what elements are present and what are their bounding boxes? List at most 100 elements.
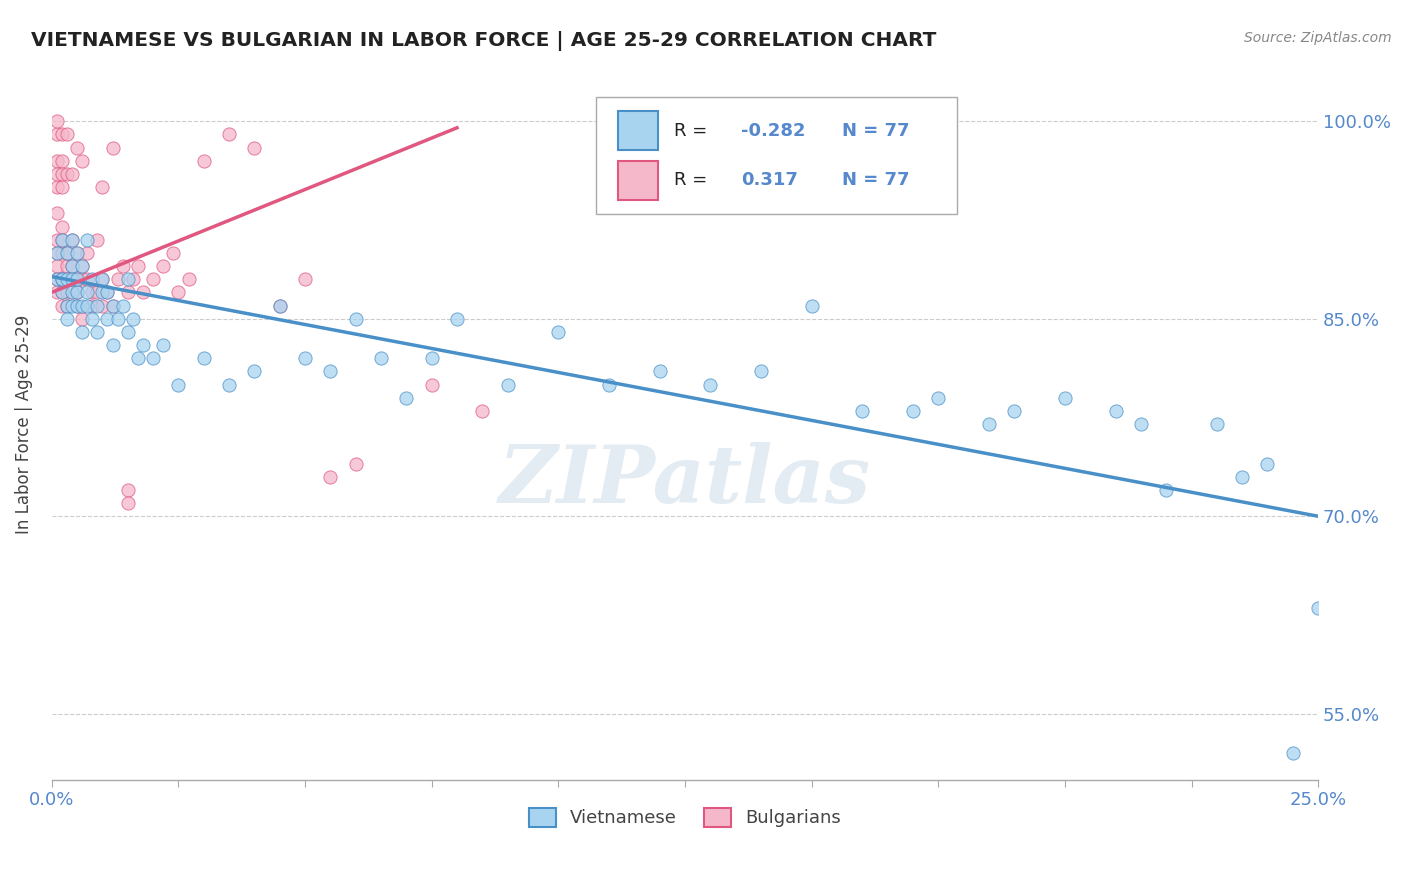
Point [66, 272, 89, 286]
Point [66, 285, 89, 300]
Point [319, 364, 342, 378]
Point [82, 285, 104, 300]
Point [45, 259, 67, 273]
Point [117, 496, 139, 510]
Legend: Vietnamese, Bulgarians: Vietnamese, Bulgarians [522, 801, 849, 835]
Point [167, 285, 190, 300]
Point [446, 311, 468, 326]
Point [70, 153, 93, 168]
Point [86, 233, 108, 247]
Point [51, 285, 73, 300]
Point [107, 311, 129, 326]
Point [1308, 601, 1330, 615]
Point [193, 351, 215, 366]
Point [51, 180, 73, 194]
Point [1129, 417, 1152, 431]
Point [66, 272, 89, 286]
Point [749, 364, 772, 378]
Point [82, 272, 104, 286]
Point [66, 285, 89, 300]
Point [370, 351, 392, 366]
Point [152, 259, 174, 273]
Point [420, 351, 443, 366]
Point [243, 364, 266, 378]
Point [66, 140, 89, 154]
Point [60, 167, 83, 181]
Point [51, 233, 73, 247]
Point [70, 259, 93, 273]
Point [800, 299, 823, 313]
Point [45, 167, 67, 181]
Point [1205, 417, 1227, 431]
Point [70, 259, 93, 273]
Point [598, 377, 620, 392]
Point [121, 272, 143, 286]
Point [51, 167, 73, 181]
Point [132, 338, 155, 352]
Point [45, 233, 67, 247]
Point [51, 272, 73, 286]
Point [45, 153, 67, 168]
Point [60, 233, 83, 247]
Point [45, 245, 67, 260]
Point [66, 299, 89, 313]
Text: Source: ZipAtlas.com: Source: ZipAtlas.com [1244, 31, 1392, 45]
Point [86, 285, 108, 300]
Point [117, 483, 139, 497]
Point [56, 311, 79, 326]
Text: ZIPatlas: ZIPatlas [499, 442, 870, 520]
Point [111, 259, 134, 273]
Point [51, 219, 73, 234]
Point [96, 285, 118, 300]
Point [70, 299, 93, 313]
Point [294, 272, 316, 286]
Point [45, 114, 67, 128]
Point [101, 299, 124, 313]
Point [60, 272, 83, 286]
Point [56, 259, 79, 273]
Point [66, 245, 89, 260]
Point [1002, 404, 1025, 418]
Point [56, 245, 79, 260]
Point [269, 299, 291, 313]
Point [142, 351, 165, 366]
Point [162, 245, 184, 260]
Text: N = 77: N = 77 [842, 121, 910, 139]
Point [344, 457, 367, 471]
Point [51, 153, 73, 168]
Point [699, 377, 721, 392]
Point [51, 245, 73, 260]
Point [471, 404, 494, 418]
Point [101, 140, 124, 154]
Point [51, 272, 73, 286]
Point [45, 285, 67, 300]
Point [344, 311, 367, 326]
Point [152, 338, 174, 352]
Text: -0.282: -0.282 [741, 121, 806, 139]
Point [1154, 483, 1177, 497]
Point [648, 364, 671, 378]
Point [56, 245, 79, 260]
Point [51, 233, 73, 247]
Point [901, 404, 924, 418]
Point [218, 377, 240, 392]
Point [60, 259, 83, 273]
Point [56, 128, 79, 142]
Point [91, 180, 114, 194]
Point [127, 351, 149, 366]
Point [218, 128, 240, 142]
Text: 0.317: 0.317 [741, 171, 797, 189]
Point [51, 272, 73, 286]
Point [177, 272, 200, 286]
Point [51, 285, 73, 300]
FancyBboxPatch shape [617, 111, 658, 150]
Point [1256, 457, 1278, 471]
Point [927, 391, 949, 405]
Point [142, 272, 165, 286]
Point [45, 180, 67, 194]
Point [132, 285, 155, 300]
Point [66, 245, 89, 260]
Point [395, 391, 418, 405]
Point [547, 325, 569, 339]
Point [121, 311, 143, 326]
